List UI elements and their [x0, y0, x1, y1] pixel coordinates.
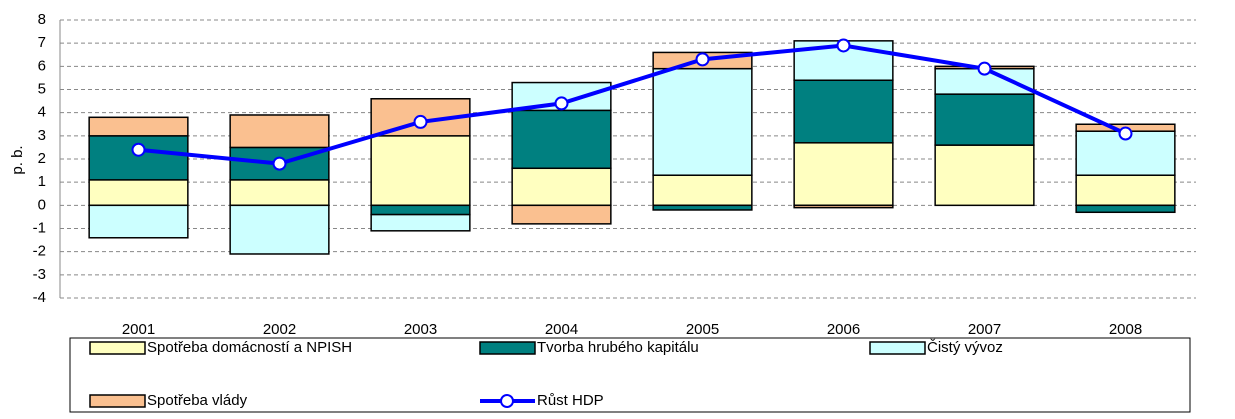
y-tick-label: 7 — [38, 34, 46, 51]
legend-swatch — [479, 341, 536, 355]
y-tick-label: 2 — [38, 150, 46, 167]
marker — [977, 61, 992, 76]
bar — [1075, 204, 1176, 214]
bar — [88, 135, 189, 181]
y-tick-label: 4 — [38, 104, 46, 121]
bar — [511, 109, 612, 170]
bar — [88, 204, 189, 239]
bar — [229, 114, 330, 149]
y-tick-label: 8 — [38, 11, 46, 28]
bar — [793, 79, 894, 144]
legend-label: Spotřeba domácností a NPISH — [147, 339, 352, 356]
y-axis-label: p. b. — [9, 145, 26, 174]
marker — [554, 96, 569, 111]
x-tick-label: 2008 — [1109, 321, 1142, 338]
bar — [229, 204, 330, 255]
legend-swatch — [89, 341, 146, 355]
bar — [88, 179, 189, 207]
y-tick-label: 3 — [38, 127, 46, 144]
x-tick-label: 2001 — [122, 321, 155, 338]
y-tick-label: -2 — [33, 243, 46, 260]
legend-label: Růst HDP — [537, 392, 604, 409]
y-tick-label: -4 — [33, 289, 46, 306]
line — [138, 43, 1127, 166]
y-tick-label: 5 — [38, 80, 46, 97]
x-tick-label: 2004 — [545, 321, 578, 338]
marker — [131, 142, 146, 157]
bar — [511, 167, 612, 207]
legend-swatch — [89, 394, 146, 408]
bar — [934, 144, 1035, 207]
bar — [370, 204, 471, 216]
bar — [370, 213, 471, 232]
legend-box — [69, 337, 1191, 413]
y-tick-label: -3 — [33, 266, 46, 283]
marker — [695, 52, 710, 67]
bar — [370, 135, 471, 207]
legend-swatch — [500, 394, 514, 408]
legend-label: Čistý vývoz — [927, 339, 1003, 356]
bar — [652, 174, 753, 207]
marker — [836, 38, 851, 53]
x-tick-label: 2007 — [968, 321, 1001, 338]
bar — [934, 93, 1035, 146]
legend-label: Spotřeba vlády — [147, 392, 248, 409]
x-tick-label: 2006 — [827, 321, 860, 338]
x-tick-label: 2002 — [263, 321, 296, 338]
bar — [88, 116, 189, 137]
bar — [652, 204, 753, 211]
y-tick-label: -1 — [33, 219, 46, 236]
bar — [652, 67, 753, 176]
bar — [511, 204, 612, 225]
bar — [1075, 174, 1176, 207]
legend-label: Tvorba hrubého kapitálu — [537, 339, 699, 356]
bar — [229, 179, 330, 207]
y-tick-label: 1 — [38, 173, 46, 190]
x-tick-label: 2005 — [686, 321, 719, 338]
legend-swatch — [869, 341, 926, 355]
y-tick-label: 0 — [38, 196, 46, 213]
marker — [413, 114, 428, 129]
bar — [793, 142, 894, 207]
bar — [793, 204, 894, 209]
marker — [272, 156, 287, 171]
marker — [1118, 126, 1133, 141]
y-tick-label: 6 — [38, 57, 46, 74]
x-tick-label: 2003 — [404, 321, 437, 338]
